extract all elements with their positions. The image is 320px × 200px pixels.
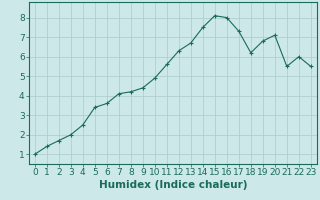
X-axis label: Humidex (Indice chaleur): Humidex (Indice chaleur) (99, 180, 247, 190)
